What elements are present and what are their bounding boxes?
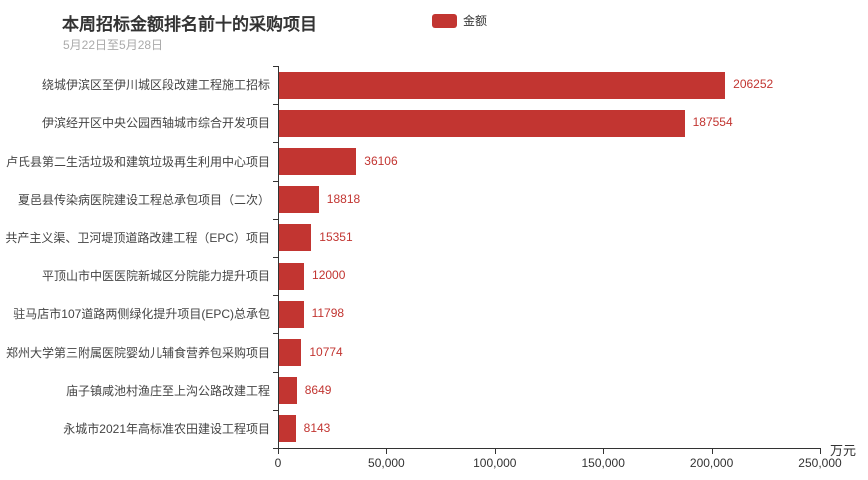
bar-segment[interactable] bbox=[278, 262, 305, 290]
y-axis-tick bbox=[273, 142, 278, 144]
x-axis-tick-label: 0 bbox=[274, 456, 282, 470]
x-axis-tick-label: 50,000 bbox=[368, 456, 405, 470]
bar-segment[interactable] bbox=[278, 300, 304, 328]
bar-segment[interactable] bbox=[278, 71, 726, 99]
bar-value-label: 36106 bbox=[364, 153, 398, 168]
x-axis-tick-label: 200,000 bbox=[689, 456, 734, 470]
y-axis-tick bbox=[273, 409, 278, 411]
bar-value-label: 10774 bbox=[309, 344, 343, 359]
x-axis-tick bbox=[494, 448, 496, 454]
x-axis-line bbox=[278, 448, 821, 449]
category-label: 平顶山市中医医院新城区分院能力提升项目 bbox=[41, 269, 270, 284]
x-axis-tick bbox=[711, 448, 713, 454]
category-label: 驻马店市107道路两侧绿化提升项目(EPC)总承包 bbox=[13, 307, 270, 322]
category-label: 伊滨经开区中央公园西轴城市综合开发项目 bbox=[41, 116, 270, 131]
legend-label: 金额 bbox=[463, 14, 488, 28]
bar-segment[interactable] bbox=[278, 148, 357, 175]
x-axis-unit-label: 万元 bbox=[830, 443, 857, 458]
bar-value-label: 11798 bbox=[311, 306, 345, 321]
category-label: 卢氏县第二生活垃圾和建筑垃圾再生利用中心项目 bbox=[5, 154, 270, 169]
y-axis-tick bbox=[273, 104, 278, 106]
y-axis-tick bbox=[273, 257, 278, 258]
bar-segment[interactable] bbox=[278, 339, 302, 366]
category-label: 绕城伊滨区至伊川城区段改建工程施工招标 bbox=[41, 78, 270, 93]
bar-value-label: 15351 bbox=[319, 229, 353, 244]
bar-segment[interactable] bbox=[278, 415, 296, 443]
category-label: 庙子镇咸池村渔庄至上沟公路改建工程 bbox=[65, 383, 270, 398]
y-axis-tick bbox=[273, 333, 278, 335]
bar-value-label: 187554 bbox=[692, 115, 733, 130]
x-axis-tick bbox=[603, 448, 605, 454]
x-axis-tick bbox=[386, 448, 388, 454]
bar-value-label: 18818 bbox=[326, 191, 361, 206]
x-axis-tick bbox=[820, 448, 821, 454]
y-axis-tick bbox=[273, 295, 278, 297]
y-axis-line bbox=[278, 66, 279, 449]
bar-value-label: 12000 bbox=[312, 268, 346, 283]
y-axis-tick bbox=[273, 448, 278, 449]
category-label: 夏邑县传染病医院建设工程总承包项目（二次） bbox=[17, 192, 270, 207]
bar-value-label: 206252 bbox=[733, 77, 774, 92]
x-axis-tick-label: 250,000 bbox=[798, 456, 842, 470]
chart-subtitle: 5月22日至5月28日 bbox=[63, 38, 164, 52]
x-axis-tick-label: 150,000 bbox=[581, 456, 625, 470]
legend-marker-icon bbox=[432, 13, 457, 28]
y-axis-tick bbox=[273, 218, 278, 220]
x-axis-tick-label: 100,000 bbox=[473, 456, 517, 470]
legend-item-amount[interactable]: 金额 bbox=[432, 12, 487, 29]
bar-segment[interactable] bbox=[278, 224, 312, 252]
y-axis-tick bbox=[273, 180, 278, 182]
chart-title: 本周招标金额排名前十的采购项目 bbox=[62, 15, 317, 34]
bar-value-label: 8649 bbox=[304, 382, 332, 397]
x-axis-tick bbox=[278, 448, 279, 454]
y-axis-tick bbox=[273, 66, 278, 67]
category-label: 共产主义渠、卫河堤顶道路改建工程（EPC）项目 bbox=[5, 230, 270, 245]
category-label: 郑州大学第三附属医院婴幼儿辅食营养包采购项目 bbox=[5, 345, 270, 360]
bar-value-label: 8143 bbox=[303, 420, 331, 435]
bar-segment[interactable] bbox=[278, 109, 685, 137]
bar-segment[interactable] bbox=[278, 377, 297, 405]
bar-segment[interactable] bbox=[278, 186, 319, 214]
category-label: 永城市2021年高标准农田建设工程项目 bbox=[63, 421, 270, 436]
y-axis-tick bbox=[273, 371, 278, 373]
